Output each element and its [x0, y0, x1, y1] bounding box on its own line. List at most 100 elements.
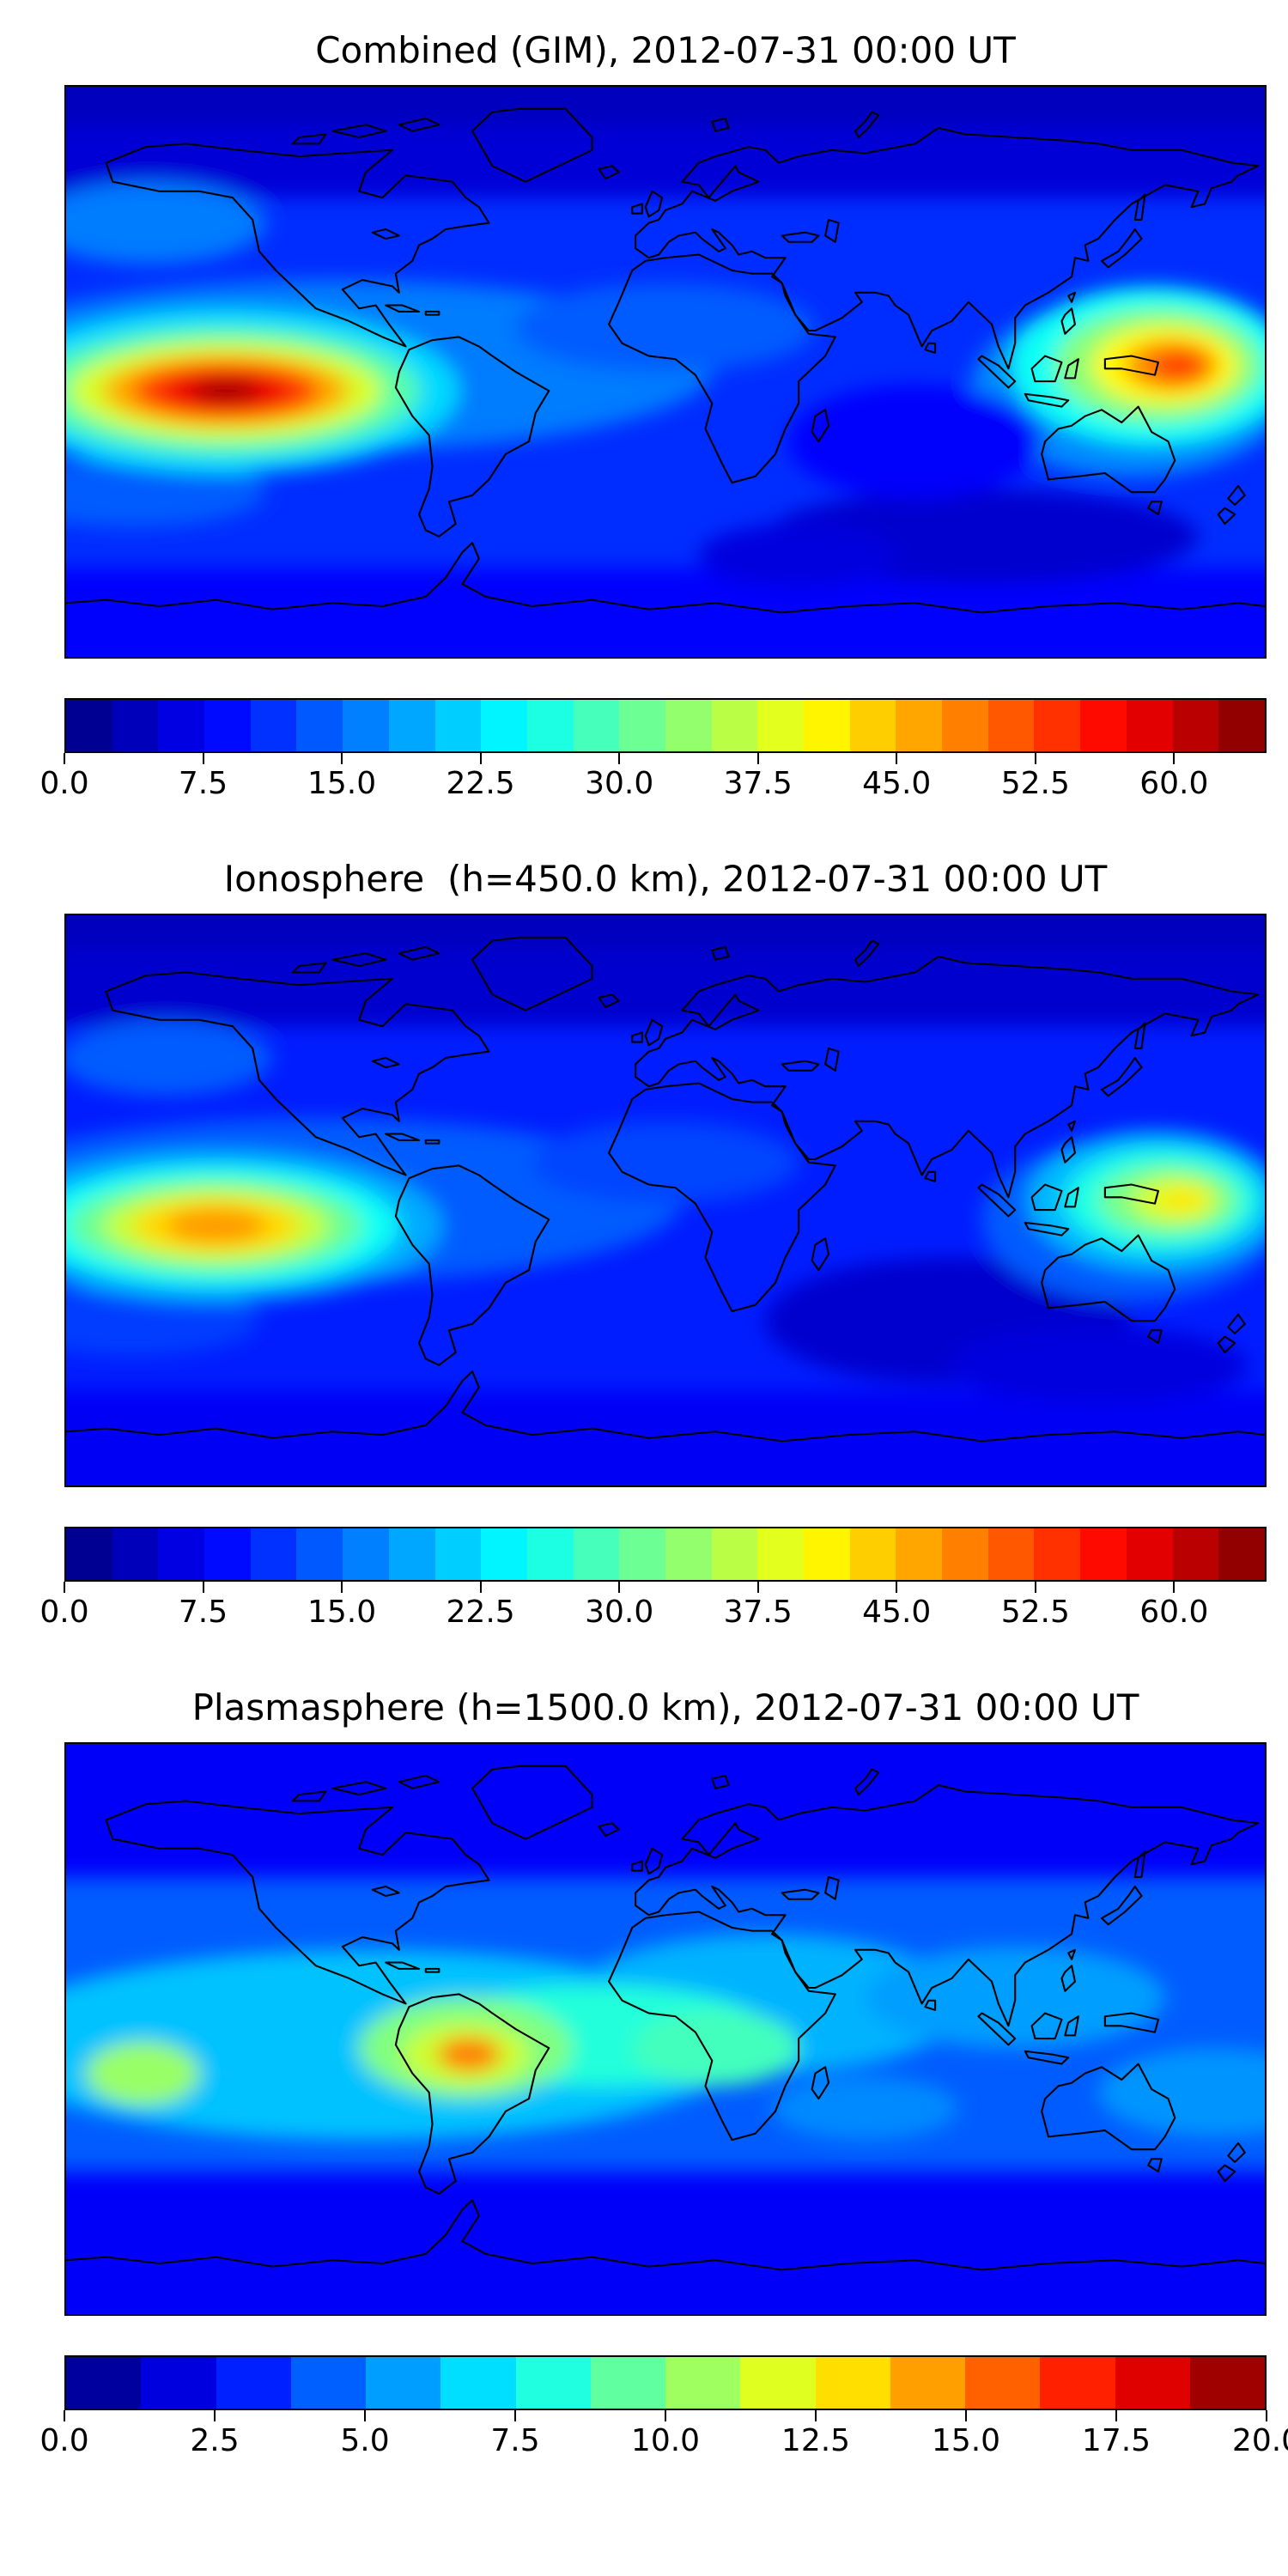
colorbar-segment	[1189, 2357, 1265, 2409]
colorbar-segment	[112, 1528, 159, 1580]
colorbar-tick-mark	[965, 2410, 967, 2421]
colorbar-tick-mark	[64, 753, 65, 764]
contour-feature-asia-anomaly-core	[1157, 1188, 1206, 1213]
colorbar-tick-mark	[1115, 2410, 1117, 2421]
colorbar-segment	[849, 1528, 896, 1580]
colorbar-segment	[66, 1528, 112, 1580]
colorbar-segment	[296, 700, 343, 751]
colorbar-tick-label: 60.0	[1139, 766, 1209, 801]
colorbar-segment	[1034, 1528, 1081, 1580]
contour-feature-asia-anomaly-core	[1153, 351, 1204, 380]
colorbar-tick-label: 30.0	[585, 766, 654, 801]
panel-ionosphere: Ionosphere (h=450.0 km), 2012-07-31 00:0…	[39, 858, 1267, 1637]
colorbar-tick-mark	[756, 1582, 759, 1593]
colorbar-ticks-combined: 0.0 7.5 15.0 22.5 30.0 37.5 45.0 52.5 60.0	[39, 753, 1267, 808]
colorbar-segment	[890, 2357, 965, 2409]
colorbar-tick-mark	[618, 753, 621, 764]
colorbar-segment	[158, 1528, 205, 1580]
colorbar-tick-mark	[1034, 1582, 1036, 1593]
colorbar-segment	[158, 700, 205, 751]
contour-feature-arctic-minimum	[66, 915, 1265, 947]
colorbar-segment	[665, 2357, 741, 2409]
colorbar-segment	[619, 700, 665, 751]
contour-feature-africa-moderate	[515, 283, 816, 372]
colorbar-tick-mark	[514, 2410, 516, 2421]
colorbar-segment	[942, 1528, 988, 1580]
contour-feature-pacific-anomaly-core	[192, 380, 259, 403]
colorbar-segment	[1034, 700, 1081, 751]
colorbar-tick-mark	[202, 1582, 204, 1593]
contour-feature-south-pacific-minimum	[948, 1327, 1249, 1404]
colorbar-segment	[711, 700, 758, 751]
colorbar-segment	[204, 700, 251, 751]
colorbar-segment	[965, 2357, 1041, 2409]
colorbar-segment	[740, 2357, 816, 2409]
colorbar-tick-mark	[202, 753, 204, 764]
colorbar-segment	[896, 700, 943, 751]
colorbar-segment	[204, 1528, 251, 1580]
colorbar-tick-label: 45.0	[862, 766, 932, 801]
colorbar-segment	[987, 700, 1035, 751]
contour-fill-layer	[66, 87, 1265, 657]
colorbar-segment	[590, 2357, 665, 2409]
colorbar-tick-label: 7.5	[178, 1595, 228, 1630]
colorbar-tick-mark	[341, 753, 343, 764]
contour-feature-south-polar-low	[66, 2172, 1265, 2314]
colorbar-tick-label: 45.0	[862, 1595, 932, 1630]
world-map-ionosphere	[64, 914, 1267, 1487]
colorbar-plasmasphere	[64, 2355, 1267, 2410]
tec-contour-map-ionosphere	[66, 915, 1265, 1485]
colorbar-segment	[290, 2357, 366, 2409]
colorbar-segment	[987, 1528, 1035, 1580]
colorbar-tick-label: 12.5	[781, 2423, 851, 2458]
contour-fill-layer	[66, 915, 1265, 1485]
colorbar-ionosphere	[64, 1527, 1267, 1582]
colorbar-segment	[481, 1528, 527, 1580]
colorbar-segment	[573, 700, 620, 751]
tec-contour-map-plasmasphere	[66, 1744, 1265, 2314]
contour-feature-central-pacific-green-patch	[86, 2041, 200, 2105]
panel-title-plasmasphere: Plasmasphere (h=1500.0 km), 2012-07-31 0…	[191, 1686, 1139, 1728]
contour-feature-south-polar-low	[66, 568, 1265, 657]
colorbar-tick-label: 30.0	[585, 1595, 654, 1630]
colorbar-tick-mark	[1034, 753, 1036, 764]
contour-feature-south-pacific-tail	[66, 1285, 259, 1356]
contour-feature-south-indian-weak	[772, 2076, 959, 2141]
colorbar-segment	[815, 2357, 890, 2409]
colorbar-segment	[141, 2357, 216, 2409]
colorbar-ticks-plasmasphere: 0.0 2.5 5.0 7.5 10.0 12.5 15.0 17.5 20.0	[39, 2410, 1288, 2465]
colorbar-tick-label: 0.0	[39, 1595, 89, 1630]
colorbar-segment	[343, 700, 389, 751]
colorbar-tick-mark	[214, 2410, 216, 2421]
contour-feature-pacific-anomaly-core	[166, 1208, 266, 1243]
colorbar-tick-mark	[1266, 2410, 1267, 2421]
colorbar-segment	[619, 1528, 665, 1580]
colorbar-segment	[1080, 1528, 1127, 1580]
colorbar-segment	[526, 1528, 574, 1580]
colorbar-tick-label: 52.5	[1000, 766, 1070, 801]
colorbar-segment	[434, 1528, 482, 1580]
colorbar-segment	[66, 700, 112, 751]
colorbar-tick-label: 17.5	[1081, 2423, 1151, 2458]
colorbar-segment	[942, 700, 988, 751]
colorbar-tick-mark	[618, 1582, 621, 1593]
colorbar-segment	[388, 700, 435, 751]
colorbar-tick-mark	[1173, 753, 1176, 764]
colorbar-tick-mark	[479, 753, 482, 764]
colorbar-tick-mark	[896, 1582, 898, 1593]
colorbar-segment	[112, 700, 159, 751]
colorbar-segment	[343, 1528, 389, 1580]
colorbar-segment	[849, 700, 896, 751]
contour-feature-arctic-minimum	[66, 87, 1265, 125]
colorbar-tick-label: 0.0	[39, 766, 89, 801]
world-map-plasmasphere	[64, 1742, 1267, 2316]
tec-contour-map-combined	[66, 87, 1265, 657]
contour-feature-south-polar-low	[66, 1390, 1265, 1485]
colorbar-tick-mark	[364, 2410, 366, 2421]
colorbar-combined	[64, 698, 1267, 753]
colorbar-segment	[440, 2357, 516, 2409]
colorbar-segment	[388, 1528, 435, 1580]
colorbar-segment	[66, 2357, 142, 2409]
colorbar-segment	[665, 700, 712, 751]
panel-title-combined: Combined (GIM), 2012-07-31 00:00 UT	[315, 29, 1016, 71]
